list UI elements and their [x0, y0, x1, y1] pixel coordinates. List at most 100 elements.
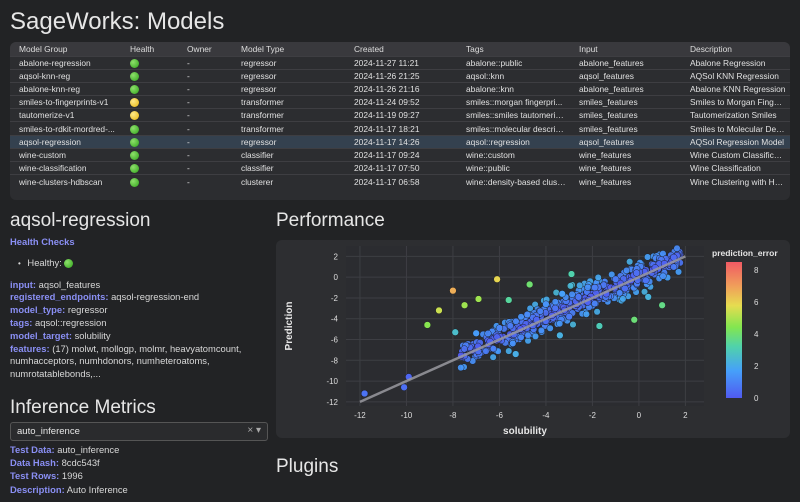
table-row[interactable]: smiles-to-fingerprints-v1 - transformer 202…: [10, 95, 790, 109]
table-row[interactable]: abalone-regression - regressor 2024-11-27 1…: [10, 55, 790, 70]
scatter-point[interactable]: [536, 307, 544, 315]
scatter-point[interactable]: [482, 347, 490, 355]
scatter-point[interactable]: [360, 389, 369, 398]
scatter-point[interactable]: [505, 347, 513, 355]
scatter-point[interactable]: [593, 308, 601, 316]
scatter-point[interactable]: [512, 317, 520, 325]
scatter-point[interactable]: [552, 289, 560, 297]
scatter-point[interactable]: [574, 293, 583, 301]
detail-target-label[interactable]: model_target:: [10, 329, 72, 341]
column-header-health[interactable]: Health: [121, 42, 178, 56]
scatter-point[interactable]: [576, 281, 584, 289]
scatter-point[interactable]: [472, 329, 480, 337]
column-header-owner[interactable]: Owner: [178, 42, 232, 56]
scatter-point[interactable]: [551, 304, 559, 312]
scatter-point[interactable]: [484, 329, 492, 338]
scatter-point[interactable]: [608, 270, 616, 279]
table-row[interactable]: wine-classification - classifier 2024-11-17…: [10, 160, 790, 175]
scatter-point[interactable]: [659, 272, 667, 280]
scatter-point[interactable]: [523, 310, 531, 319]
scatter-point[interactable]: [489, 345, 497, 353]
scatter-point[interactable]: [632, 269, 641, 277]
clear-icon[interactable]: ×: [247, 425, 254, 436]
scatter-point[interactable]: [524, 331, 532, 339]
scatter-point[interactable]: [644, 293, 652, 301]
scatter-point[interactable]: [546, 324, 554, 332]
detail-endpoints-label[interactable]: registered_endpoints:: [10, 291, 109, 303]
scatter-point[interactable]: [531, 332, 540, 340]
scatter-point[interactable]: [612, 275, 620, 283]
scatter-point[interactable]: [670, 263, 678, 271]
column-header-tags[interactable]: Tags: [457, 42, 570, 56]
scatter-point[interactable]: [626, 258, 634, 266]
table-row[interactable]: aqsol-knn-reg - regressor 2024-11-26 21:25 a…: [10, 68, 790, 83]
scatter-point[interactable]: [595, 322, 604, 330]
scatter-point[interactable]: [567, 270, 576, 278]
scatter-point[interactable]: [505, 296, 513, 304]
scatter-point[interactable]: [591, 300, 599, 308]
scatter-point[interactable]: [506, 322, 514, 330]
scatter-point[interactable]: [457, 364, 465, 372]
scatter-point[interactable]: [423, 321, 432, 329]
column-header-input[interactable]: Input: [570, 42, 681, 56]
scatter-point[interactable]: [525, 280, 534, 289]
column-header-model-group[interactable]: Model Group: [10, 42, 121, 56]
table-row[interactable]: smiles-to-rdkit-mordred-... - transformer 2…: [10, 121, 790, 136]
scatter-point[interactable]: [551, 298, 559, 306]
scatter-point[interactable]: [474, 295, 483, 303]
scatter-point[interactable]: [594, 273, 602, 282]
scatter-point[interactable]: [509, 339, 517, 347]
scatter-point[interactable]: [565, 312, 573, 321]
scatter-point[interactable]: [435, 306, 443, 315]
table-row[interactable]: abalone-knn-reg - regressor 2024-11-26 21:1…: [10, 81, 790, 96]
detail-model-type-label[interactable]: model_type:: [10, 304, 66, 316]
scatter-point[interactable]: [621, 284, 629, 293]
scatter-point[interactable]: [400, 383, 408, 391]
scatter-point[interactable]: [542, 300, 550, 308]
scatter-point[interactable]: [675, 268, 683, 276]
table-row[interactable]: wine-clusters-hdbscan - clusterer 2024-11-1…: [10, 174, 790, 188]
scatter-point[interactable]: [619, 295, 627, 303]
chevron-down-icon[interactable]: ▾: [255, 425, 261, 436]
scatter-point[interactable]: [556, 320, 564, 328]
scatter-point[interactable]: [630, 316, 638, 324]
scatter-point[interactable]: [460, 345, 468, 353]
column-header-description[interactable]: Description: [681, 42, 790, 56]
scatter-point[interactable]: [526, 304, 534, 312]
scatter-point[interactable]: [556, 331, 564, 340]
scatter-point[interactable]: [616, 289, 624, 297]
scatter-point[interactable]: [658, 301, 666, 309]
scatter-point[interactable]: [449, 287, 457, 295]
scatter-point[interactable]: [623, 266, 631, 275]
scatter-point[interactable]: [591, 283, 599, 292]
scatter-point[interactable]: [558, 290, 566, 298]
scatter-point[interactable]: [568, 290, 576, 298]
scatter-plot[interactable]: -12 -10 -8 -6 -4 -2 0 2 -12 -10 -8 -6 -4 -2 0 2 solubili…: [276, 240, 790, 438]
scatter-point[interactable]: [451, 328, 459, 336]
scatter-point[interactable]: [642, 276, 650, 284]
scatter-point[interactable]: [569, 320, 577, 329]
table-row[interactable]: aqsol-regression - regressor 2024-11-17 14:…: [10, 134, 790, 149]
column-header-model-type[interactable]: Model Type: [232, 42, 345, 56]
scatter-point[interactable]: [566, 282, 575, 290]
scatter-point[interactable]: [517, 313, 525, 321]
column-header-created[interactable]: Created: [345, 42, 457, 56]
scatter-point[interactable]: [640, 288, 649, 296]
scatter-point[interactable]: [493, 275, 501, 283]
scatter-point[interactable]: [517, 333, 525, 341]
scatter-point[interactable]: [512, 350, 520, 358]
detail-input-label[interactable]: input:: [10, 278, 37, 290]
scatter-point[interactable]: [584, 283, 592, 291]
scatter-point[interactable]: [582, 310, 590, 318]
scatter-point[interactable]: [537, 326, 545, 335]
inference-dropdown[interactable]: auto_inference × ▾: [10, 422, 268, 441]
table-row[interactable]: tautomerize-v1 - transformer 2024-11-19 09:…: [10, 108, 790, 122]
table-row[interactable]: wine-custom - classifier 2024-11-17 09:24 wi…: [10, 147, 790, 162]
health-checks-link[interactable]: Health Checks: [10, 236, 75, 247]
scatter-point[interactable]: [673, 244, 681, 252]
scatter-point[interactable]: [460, 301, 469, 309]
detail-features-label[interactable]: features:: [10, 342, 50, 354]
scatter-point[interactable]: [495, 324, 504, 332]
scatter-point[interactable]: [644, 253, 652, 261]
detail-tags-label[interactable]: tags:: [10, 316, 33, 328]
